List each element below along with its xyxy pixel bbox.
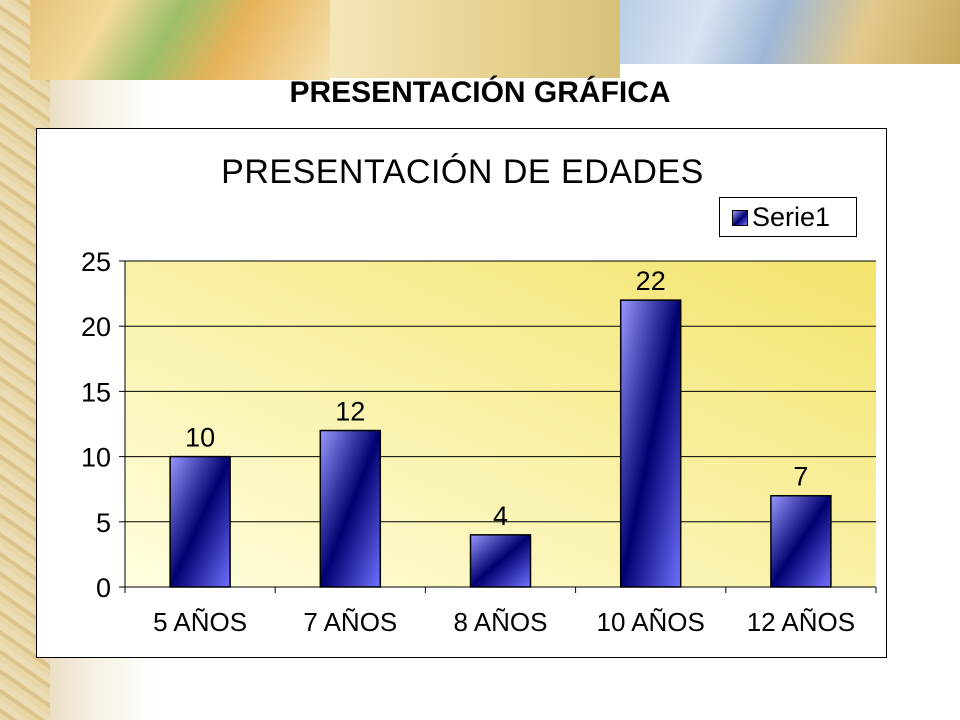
y-tick-label: 10 <box>81 443 111 473</box>
chart-title: PRESENTACIÓN DE EDADES <box>221 153 704 191</box>
bar <box>169 455 231 588</box>
data-label: 22 <box>636 266 666 296</box>
bar <box>770 494 832 588</box>
y-tick-label: 0 <box>96 573 111 603</box>
x-tick-label: 10 AÑOS <box>596 607 704 637</box>
legend-swatch <box>732 210 748 226</box>
banner-middle-image <box>330 0 620 78</box>
bar <box>319 429 382 588</box>
legend-label: Serie1 <box>752 202 831 232</box>
data-label: 7 <box>793 462 808 492</box>
bar <box>469 534 532 588</box>
data-label: 12 <box>335 397 365 427</box>
y-tick-label: 20 <box>81 312 111 342</box>
x-tick-label: 8 AÑOS <box>454 607 548 637</box>
bar <box>619 299 682 588</box>
data-label: 10 <box>185 423 215 453</box>
legend: Serie1 <box>719 197 857 237</box>
plot-area: 0 5 10 15 20 25 10 5 AÑOS 12 7 AÑOS 4 8 AÑOS 22 10 AÑ… <box>81 247 877 637</box>
y-tick-label: 25 <box>81 247 111 277</box>
y-tick-label: 5 <box>96 508 111 538</box>
x-tick-label: 5 AÑOS <box>153 607 247 637</box>
leaf-banner-image <box>30 0 330 80</box>
plot-background <box>125 261 876 587</box>
x-tick-label: 7 AÑOS <box>303 607 397 637</box>
chart-area: PRESENTACIÓN DE EDADES Serie1 0 5 10 15 20 25… <box>36 128 887 658</box>
y-tick-label: 15 <box>81 377 111 407</box>
page-title: PRESENTACIÓN GRÁFICA <box>289 76 671 109</box>
data-label: 4 <box>493 501 508 531</box>
flower-banner-image <box>620 0 960 64</box>
x-tick-label: 12 AÑOS <box>747 607 855 637</box>
